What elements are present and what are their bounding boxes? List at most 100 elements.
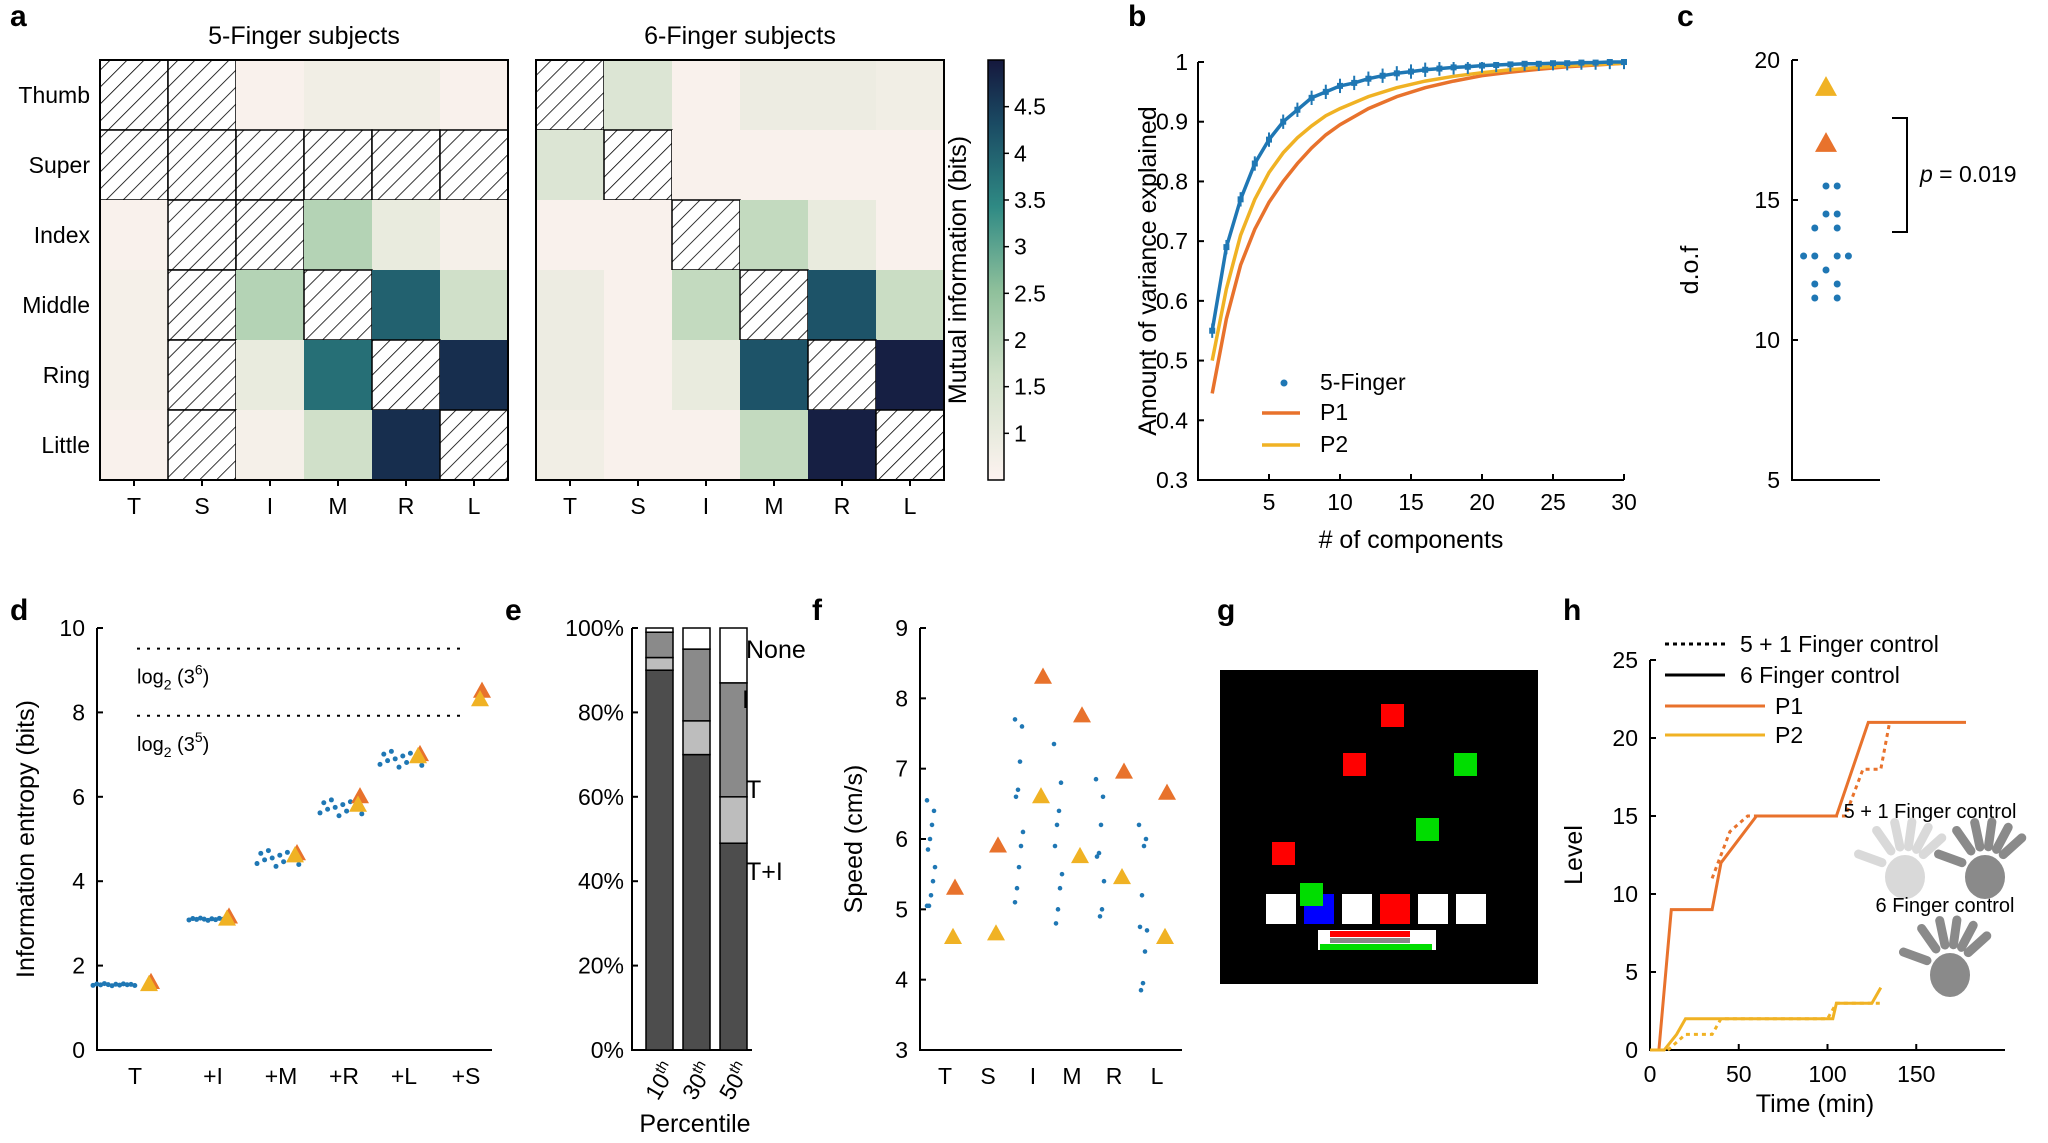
- heatmap-cell-hatched: [372, 130, 440, 200]
- f-y-tick-label: 5: [895, 896, 908, 922]
- f-x-tick-label: S: [980, 1063, 995, 1089]
- hand-finger: [1970, 818, 1985, 852]
- d-data-point: [213, 917, 219, 923]
- f-data-point: [1098, 822, 1104, 828]
- c-p-rest: = 0.019: [1933, 161, 2017, 187]
- game-target-red: [1272, 842, 1295, 865]
- f-data-point: [1143, 836, 1149, 842]
- d-reference-label: log2 (36): [137, 662, 209, 693]
- panel-d-entropy-chart: 0 2 4 6 8 10 T +I +M +R +L +S Information entropy (b…: [12, 615, 492, 1089]
- d-triangle-p1: [473, 681, 491, 698]
- game-target-red: [1381, 704, 1404, 727]
- e-y-tick-label: 20%: [578, 953, 624, 979]
- f-data-point: [1096, 850, 1102, 856]
- heatmap-cell: [536, 410, 604, 480]
- heatmap-cell: [604, 410, 672, 480]
- hand-finger: [1890, 818, 1905, 852]
- e-y-tick-label: 100%: [565, 615, 624, 641]
- heatmap-cell: [236, 270, 304, 340]
- d-triangle-p2: [140, 974, 158, 992]
- heatmap-cell: [304, 410, 372, 480]
- heatmap-cell: [440, 340, 508, 410]
- f-data-point: [930, 878, 936, 884]
- b-data-point: [1351, 79, 1358, 86]
- f-triangle-p2: [987, 924, 1005, 941]
- d-data-point: [94, 981, 100, 987]
- e-segment-label: None: [746, 636, 806, 664]
- e-x-tick-label: 50th: [713, 1057, 755, 1104]
- c-p-symbol: p: [1919, 161, 1933, 187]
- heatmap-cell-hatched: [672, 200, 740, 270]
- f-x-tick-label: L: [1151, 1063, 1164, 1089]
- d-data-point: [407, 750, 413, 756]
- colorbar-tick-label: 3.5: [1014, 187, 1046, 213]
- b-x-tick-label: 25: [1540, 489, 1566, 515]
- e-bar-segment-T: [682, 720, 711, 756]
- heatmap-cell-hatched: [304, 270, 372, 340]
- e-x-tick-label: 10th: [639, 1057, 681, 1104]
- h-x-tick-label: 150: [1897, 1061, 1935, 1087]
- heatmap-cell: [100, 340, 168, 410]
- panel-c-dof-chart: 5 10 15 20 d.o.f p = 0.019: [1676, 47, 2017, 493]
- d-data-point: [332, 804, 338, 810]
- d-data-point: [396, 764, 402, 770]
- b-x-tick-label: 15: [1398, 489, 1424, 515]
- h-y-label: Level: [1560, 825, 1588, 885]
- d-ref-close: ): [203, 734, 210, 756]
- colorbar-tick-label: 3: [1014, 234, 1027, 260]
- d-data-point: [296, 861, 302, 867]
- f-data-point: [1137, 924, 1143, 930]
- d-y-tick-label: 10: [59, 615, 85, 641]
- heatmap-col-label: I: [703, 493, 709, 519]
- d-ref-arg: (3: [172, 667, 195, 689]
- d-data-point: [197, 915, 203, 921]
- f-data-point: [1136, 822, 1142, 828]
- f-x-tick-label: T: [938, 1063, 952, 1089]
- b-data-point: [1294, 106, 1301, 113]
- heatmap-cell-hatched: [440, 130, 508, 200]
- heatmap-row-label: Ring: [43, 362, 90, 388]
- d-data-point: [392, 756, 398, 762]
- heatmap-col-label: L: [904, 493, 917, 519]
- heatmap-cell: [672, 130, 740, 200]
- heatmap-col-label: I: [267, 493, 273, 519]
- heatmap-cell: [740, 130, 808, 200]
- heatmap-col-label: T: [563, 493, 577, 519]
- f-data-point: [927, 836, 933, 842]
- f-x-tick-label: R: [1106, 1063, 1123, 1089]
- b-legend-label: P2: [1320, 431, 1348, 457]
- b-y-tick-label: 0.7: [1156, 228, 1188, 254]
- panel-letter-a: a: [10, 0, 27, 33]
- f-y-tick-label: 4: [895, 967, 908, 993]
- hand-finger: [1957, 920, 1978, 952]
- f-data-point: [1142, 949, 1148, 954]
- heatmap-cell: [604, 200, 672, 270]
- b-axes: [1197, 62, 1624, 481]
- game-target-green: [1300, 883, 1323, 906]
- d-triangle-p1: [351, 787, 369, 804]
- e-bar-segment-T+I: [719, 842, 748, 1051]
- heatmap-cell: [672, 410, 740, 480]
- c-data-point: [1811, 224, 1819, 232]
- f-y-tick-label: 8: [895, 685, 908, 711]
- heatmap-cell: [604, 340, 672, 410]
- b-x-tick-label: 5: [1263, 489, 1276, 515]
- hand-5plus1-right-icon: [1933, 817, 2027, 899]
- hand-5plus1-left-icon: [1853, 817, 1947, 899]
- f-data-point: [924, 903, 930, 909]
- h-legend-label: 6 Finger control: [1740, 662, 1900, 688]
- h-x-tick-label: 0: [1644, 1061, 1657, 1087]
- b-data-point: [1266, 136, 1272, 143]
- f-data-point: [1058, 780, 1064, 786]
- h-x-tick-label: 100: [1808, 1061, 1846, 1087]
- panel-letter-f: f: [812, 594, 823, 627]
- heatmap-col-label: M: [764, 493, 783, 519]
- game-target-green: [1416, 818, 1439, 841]
- game-key-white: [1266, 894, 1296, 924]
- b-data-point: [1337, 82, 1343, 89]
- hand-finger: [1872, 825, 1896, 856]
- f-data-point: [928, 892, 934, 898]
- hand-palm: [1965, 855, 2005, 899]
- f-data-point: [1018, 843, 1024, 849]
